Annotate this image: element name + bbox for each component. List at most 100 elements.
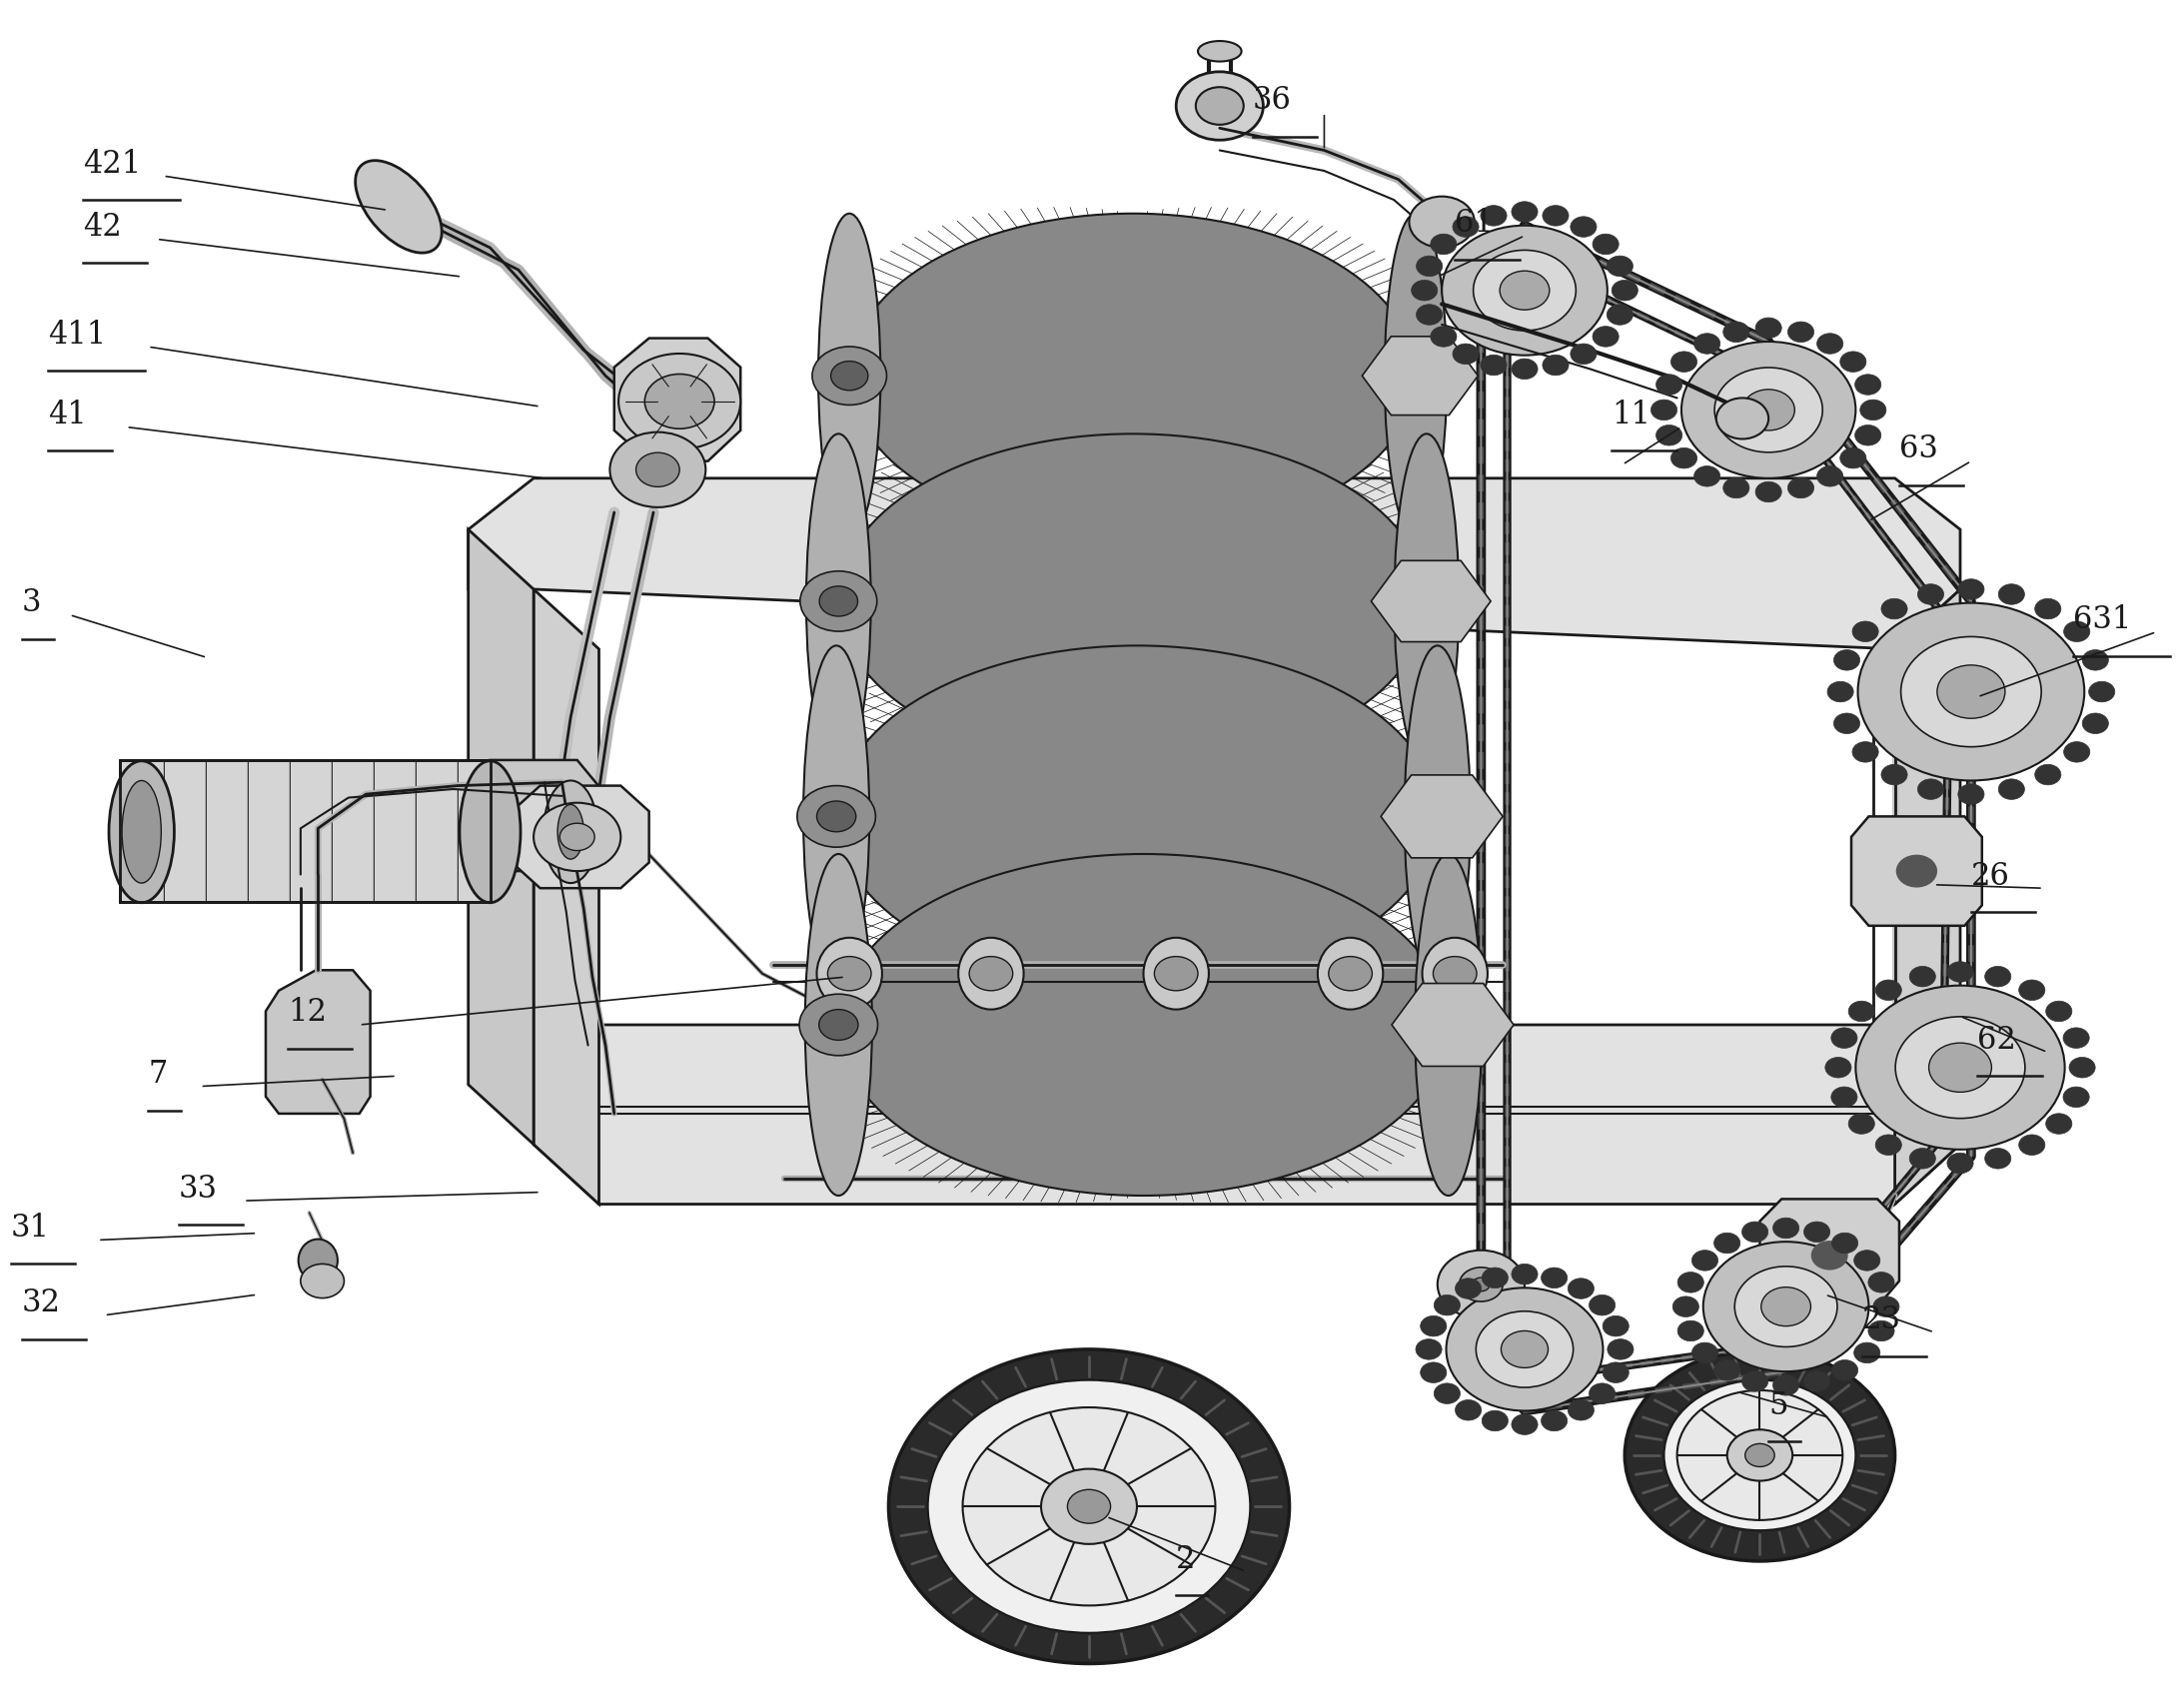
Circle shape (1453, 343, 1479, 364)
Circle shape (1895, 1016, 2026, 1119)
Circle shape (1568, 1401, 1594, 1421)
Text: 42: 42 (83, 212, 122, 243)
Circle shape (1803, 1372, 1830, 1392)
Circle shape (1411, 280, 1437, 301)
Circle shape (1917, 584, 1943, 605)
Ellipse shape (1405, 646, 1470, 987)
Circle shape (1999, 584, 2026, 605)
Circle shape (1477, 1312, 1573, 1387)
Circle shape (1827, 681, 1853, 702)
Circle shape (963, 1407, 1215, 1606)
Ellipse shape (804, 646, 869, 987)
Circle shape (1590, 1383, 1616, 1404)
Circle shape (1917, 779, 1943, 799)
Text: 421: 421 (83, 149, 142, 179)
Ellipse shape (1437, 1250, 1525, 1319)
Circle shape (1853, 1250, 1880, 1271)
Polygon shape (490, 760, 605, 871)
Ellipse shape (1318, 938, 1383, 1009)
Circle shape (1542, 1267, 1568, 1288)
Circle shape (1154, 956, 1198, 991)
Circle shape (1431, 326, 1457, 347)
Circle shape (1742, 1221, 1769, 1242)
Circle shape (1816, 333, 1843, 354)
Circle shape (1834, 714, 1860, 734)
Circle shape (301, 1264, 344, 1298)
Text: 3: 3 (22, 588, 41, 618)
Circle shape (560, 823, 595, 851)
Ellipse shape (1385, 214, 1446, 538)
Polygon shape (1361, 336, 1479, 415)
Ellipse shape (1176, 72, 1263, 140)
Polygon shape (1851, 816, 1982, 926)
Circle shape (1692, 1342, 1718, 1363)
Polygon shape (468, 529, 534, 1144)
Circle shape (1416, 1339, 1442, 1360)
Text: 63: 63 (1899, 434, 1938, 465)
Circle shape (1481, 205, 1507, 225)
Ellipse shape (819, 214, 880, 538)
Ellipse shape (558, 804, 584, 859)
Circle shape (1677, 1272, 1703, 1293)
Circle shape (1947, 962, 1973, 982)
Circle shape (1671, 352, 1697, 372)
Ellipse shape (1196, 87, 1244, 125)
Circle shape (817, 801, 856, 832)
Circle shape (830, 360, 869, 391)
Circle shape (1501, 1331, 1549, 1368)
Circle shape (1431, 234, 1457, 254)
Circle shape (1875, 1134, 1901, 1155)
Circle shape (1958, 784, 1984, 804)
Circle shape (1714, 1233, 1740, 1254)
Circle shape (1812, 1242, 1847, 1269)
Circle shape (1453, 217, 1479, 237)
Circle shape (1727, 1430, 1792, 1481)
Circle shape (1455, 1278, 1481, 1298)
Circle shape (1612, 280, 1638, 301)
Polygon shape (1381, 775, 1503, 857)
Circle shape (1677, 1320, 1703, 1341)
Circle shape (1788, 321, 1814, 342)
Circle shape (1433, 1295, 1459, 1315)
Circle shape (2019, 1134, 2045, 1155)
Circle shape (1420, 1363, 1446, 1383)
Circle shape (1568, 1278, 1594, 1298)
Circle shape (1930, 1044, 1991, 1091)
Ellipse shape (849, 214, 1416, 538)
Circle shape (1734, 1266, 1838, 1348)
Circle shape (1860, 400, 1886, 420)
Circle shape (1816, 466, 1843, 487)
Circle shape (534, 803, 621, 871)
Circle shape (1442, 225, 1607, 355)
Text: 2: 2 (1176, 1544, 1196, 1575)
Circle shape (1607, 256, 1634, 277)
Circle shape (1379, 347, 1453, 405)
Circle shape (969, 956, 1013, 991)
Circle shape (2069, 1057, 2095, 1078)
Circle shape (799, 570, 878, 632)
Circle shape (1673, 1296, 1699, 1317)
Circle shape (1773, 1218, 1799, 1238)
Circle shape (1694, 333, 1721, 354)
Polygon shape (266, 970, 370, 1114)
Circle shape (1762, 1288, 1810, 1325)
Circle shape (1664, 1380, 1856, 1530)
Ellipse shape (958, 938, 1024, 1009)
Ellipse shape (355, 161, 442, 253)
Polygon shape (120, 760, 490, 902)
Circle shape (928, 1380, 1250, 1633)
Circle shape (2089, 681, 2115, 702)
Circle shape (1590, 1295, 1616, 1315)
Circle shape (1041, 1469, 1137, 1544)
Text: 7: 7 (148, 1059, 168, 1090)
Circle shape (797, 786, 876, 847)
Text: 61: 61 (1455, 208, 1494, 239)
Circle shape (1714, 1360, 1740, 1380)
Text: 11: 11 (1612, 400, 1651, 430)
Circle shape (1542, 1411, 1568, 1431)
Text: 33: 33 (179, 1173, 218, 1204)
Circle shape (1851, 622, 1877, 642)
Circle shape (1745, 1443, 1775, 1467)
Text: 36: 36 (1252, 85, 1292, 116)
Circle shape (2065, 622, 2091, 642)
